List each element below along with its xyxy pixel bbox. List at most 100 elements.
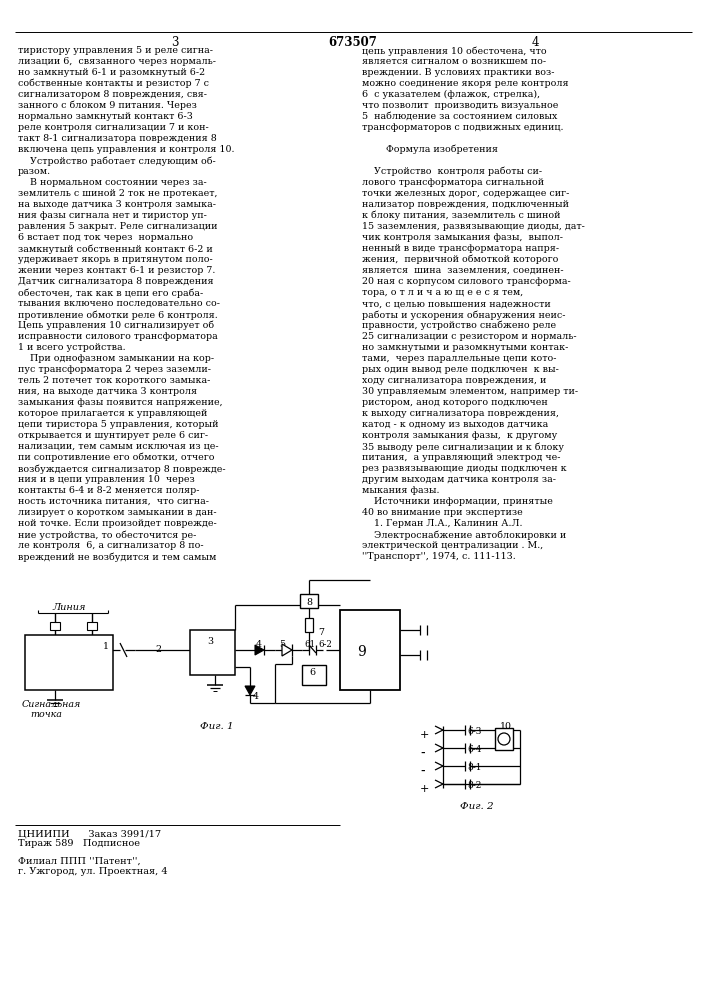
- Text: +: +: [420, 730, 429, 740]
- Bar: [495, 728, 513, 750]
- Text: ходу сигнализатора повреждения, и: ходу сигнализатора повреждения, и: [362, 376, 547, 385]
- Text: пус трансформатора 2 через заземли-: пус трансформатора 2 через заземли-: [18, 365, 211, 374]
- Text: 8-1: 8-1: [467, 763, 481, 772]
- Text: реле контроля сигнализации 7 и кон-: реле контроля сигнализации 7 и кон-: [18, 123, 209, 132]
- Text: собственные контакты и резистор 7 с: собственные контакты и резистор 7 с: [18, 79, 209, 89]
- Text: 1. Герман Л.А., Калинин А.Л.: 1. Герман Л.А., Калинин А.Л.: [362, 519, 522, 528]
- Text: 5: 5: [279, 640, 285, 649]
- Text: лизации 6,  связанного через нормаль-: лизации 6, связанного через нормаль-: [18, 57, 216, 66]
- Text: точка: точка: [30, 710, 62, 719]
- Text: мыкания фазы.: мыкания фазы.: [362, 486, 440, 495]
- Text: 2: 2: [155, 645, 161, 654]
- Text: лизирует о коротком замыкании в дан-: лизирует о коротком замыкании в дан-: [18, 508, 216, 517]
- Text: катод - к одному из выходов датчика: катод - к одному из выходов датчика: [362, 420, 548, 429]
- Text: питания,  а управляющий электрод че-: питания, а управляющий электрод че-: [362, 453, 561, 462]
- Polygon shape: [255, 645, 264, 655]
- Text: Устройство  контроля работы си-: Устройство контроля работы си-: [362, 167, 542, 176]
- Text: нализации, тем самым исключая из це-: нализации, тем самым исключая из це-: [18, 442, 218, 451]
- Text: точки железных дорог, содержащее сиг-: точки железных дорог, содержащее сиг-: [362, 189, 569, 198]
- Text: 30 управляемым элементом, например ти-: 30 управляемым элементом, например ти-: [362, 387, 578, 396]
- Text: 1: 1: [103, 642, 109, 651]
- Text: жения,  первичной обмоткой которого: жения, первичной обмоткой которого: [362, 255, 559, 264]
- Text: является сигналом о возникшем по-: является сигналом о возникшем по-: [362, 57, 546, 66]
- Text: но замкнутыми и разомкнутыми контак-: но замкнутыми и разомкнутыми контак-: [362, 343, 568, 352]
- Text: Устройство работает следующим об-: Устройство работает следующим об-: [18, 156, 216, 165]
- Text: нормально замкнутый контакт 6-3: нормально замкнутый контакт 6-3: [18, 112, 193, 121]
- Text: Электроснабжение автоблокировки и: Электроснабжение автоблокировки и: [362, 530, 566, 540]
- Text: обесточен, так как в цепи его сраба-: обесточен, так как в цепи его сраба-: [18, 288, 203, 298]
- Bar: [300, 594, 318, 608]
- Text: 6-3: 6-3: [467, 727, 481, 736]
- Text: пи сопротивление его обмотки, отчего: пи сопротивление его обмотки, отчего: [18, 453, 214, 462]
- Text: чик контроля замыкания фазы,  выпол-: чик контроля замыкания фазы, выпол-: [362, 233, 563, 242]
- Text: 35 выводу реле сигнализации и к блоку: 35 выводу реле сигнализации и к блоку: [362, 442, 564, 452]
- Text: ние устройства, то обесточится ре-: ние устройства, то обесточится ре-: [18, 530, 197, 540]
- Text: удерживает якорь в притянутом поло-: удерживает якорь в притянутом поло-: [18, 255, 213, 264]
- Text: тами,  через параллельные цепи кото-: тами, через параллельные цепи кото-: [362, 354, 556, 363]
- Text: тора, о т л и ч а ю щ е е с я тем,: тора, о т л и ч а ю щ е е с я тем,: [362, 288, 523, 297]
- Text: ной точке. Если произойдет поврежде-: ной точке. Если произойдет поврежде-: [18, 519, 217, 528]
- Text: 6-2: 6-2: [318, 640, 332, 649]
- Text: жении через контакт 6-1 и резистор 7.: жении через контакт 6-1 и резистор 7.: [18, 266, 216, 275]
- Text: -: -: [420, 766, 425, 777]
- Text: ния, на выходе датчика 3 контроля: ния, на выходе датчика 3 контроля: [18, 387, 197, 396]
- Text: 4: 4: [531, 36, 539, 49]
- Text: 4: 4: [253, 692, 259, 701]
- Text: г. Ужгород, ул. Проектная, 4: г. Ужгород, ул. Проектная, 4: [18, 867, 168, 876]
- Text: на выходе датчика 3 контроля замыка-: на выходе датчика 3 контроля замыка-: [18, 200, 216, 209]
- Text: исправности силового трансформатора: исправности силового трансформатора: [18, 332, 218, 341]
- Text: Сигнальная: Сигнальная: [22, 700, 81, 709]
- Text: Филиал ППП ''Патент'',: Филиал ППП ''Патент'',: [18, 857, 141, 866]
- Text: к блоку питания, заземлитель с шиной: к блоку питания, заземлитель с шиной: [362, 211, 561, 221]
- Text: -: -: [420, 748, 425, 759]
- Text: которое прилагается к управляющей: которое прилагается к управляющей: [18, 409, 207, 418]
- Text: 1 и всего устройства.: 1 и всего устройства.: [18, 343, 126, 352]
- Text: трансформаторов с подвижных единиц.: трансформаторов с подвижных единиц.: [362, 123, 563, 132]
- Text: рых один вывод реле подключен  к вы-: рых один вывод реле подключен к вы-: [362, 365, 559, 374]
- Text: 40 во внимание при экспертизе: 40 во внимание при экспертизе: [362, 508, 522, 517]
- Text: является  шина  заземления, соединен-: является шина заземления, соединен-: [362, 266, 563, 275]
- Text: Фиг. 1: Фиг. 1: [200, 722, 233, 731]
- Text: 61: 61: [304, 640, 315, 649]
- Bar: [190, 630, 235, 675]
- Text: возбуждается сигнализатор 8 поврежде-: возбуждается сигнализатор 8 поврежде-: [18, 464, 226, 474]
- Bar: [305, 618, 313, 632]
- Bar: [87, 622, 97, 630]
- Text: 3: 3: [171, 36, 179, 49]
- Text: 6  с указателем (флажок, стрелка),: 6 с указателем (флажок, стрелка),: [362, 90, 540, 99]
- Text: к выходу сигнализатора повреждения,: к выходу сигнализатора повреждения,: [362, 409, 559, 418]
- Text: ле контроля  6, а сигнализатор 8 по-: ле контроля 6, а сигнализатор 8 по-: [18, 541, 204, 550]
- Text: +: +: [420, 784, 429, 794]
- Text: 3: 3: [207, 637, 213, 646]
- Text: ЦНИИПИ      Заказ 3991/17: ЦНИИПИ Заказ 3991/17: [18, 829, 161, 838]
- Text: другим выходам датчика контроля за-: другим выходам датчика контроля за-: [362, 475, 556, 484]
- Bar: [340, 610, 400, 690]
- Bar: [302, 665, 326, 685]
- Text: вреждений не возбудится и тем самым: вреждений не возбудится и тем самым: [18, 552, 216, 562]
- Text: можно соединение якоря реле контроля: можно соединение якоря реле контроля: [362, 79, 568, 88]
- Text: контакты 6-4 и 8-2 меняется поляр-: контакты 6-4 и 8-2 меняется поляр-: [18, 486, 199, 495]
- Text: ния фазы сигнала нет и тиристор уп-: ния фазы сигнала нет и тиристор уп-: [18, 211, 207, 220]
- Polygon shape: [245, 686, 255, 695]
- Text: занного с блоком 9 питания. Через: занного с блоком 9 питания. Через: [18, 101, 197, 110]
- Text: ность источника питания,  что сигна-: ность источника питания, что сигна-: [18, 497, 209, 506]
- Text: Цепь управления 10 сигнализирует об: Цепь управления 10 сигнализирует об: [18, 321, 214, 330]
- Text: такт 8-1 сигнализатора повреждения 8: такт 8-1 сигнализатора повреждения 8: [18, 134, 217, 143]
- Text: ристором, анод которого подключен: ристором, анод которого подключен: [362, 398, 548, 407]
- Text: замыкания фазы появится напряжение,: замыкания фазы появится напряжение,: [18, 398, 223, 407]
- Text: тель 2 потечет ток короткого замыка-: тель 2 потечет ток короткого замыка-: [18, 376, 211, 385]
- Text: 6-4: 6-4: [467, 745, 481, 754]
- Text: 6: 6: [309, 668, 315, 677]
- Text: 15 заземления, развязывающие диоды, дат-: 15 заземления, развязывающие диоды, дат-: [362, 222, 585, 231]
- Text: Фиг. 2: Фиг. 2: [460, 802, 493, 811]
- Text: При однофазном замыкании на кор-: При однофазном замыкании на кор-: [18, 354, 214, 363]
- Text: Источники информации, принятые: Источники информации, принятые: [362, 497, 553, 506]
- Text: ''Транспорт'', 1974, с. 111-113.: ''Транспорт'', 1974, с. 111-113.: [362, 552, 515, 561]
- Text: что, с целью повышения надежности: что, с целью повышения надежности: [362, 299, 551, 308]
- Text: тиристору управления 5 и реле сигна-: тиристору управления 5 и реле сигна-: [18, 46, 213, 55]
- Text: 8: 8: [306, 598, 312, 607]
- Text: контроля замыкания фазы,  к другому: контроля замыкания фазы, к другому: [362, 431, 557, 440]
- Polygon shape: [282, 644, 292, 656]
- Text: лового трансформатора сигнальной: лового трансформатора сигнальной: [362, 178, 544, 187]
- Text: 5  наблюдение за состоянием силовых: 5 наблюдение за состоянием силовых: [362, 112, 557, 121]
